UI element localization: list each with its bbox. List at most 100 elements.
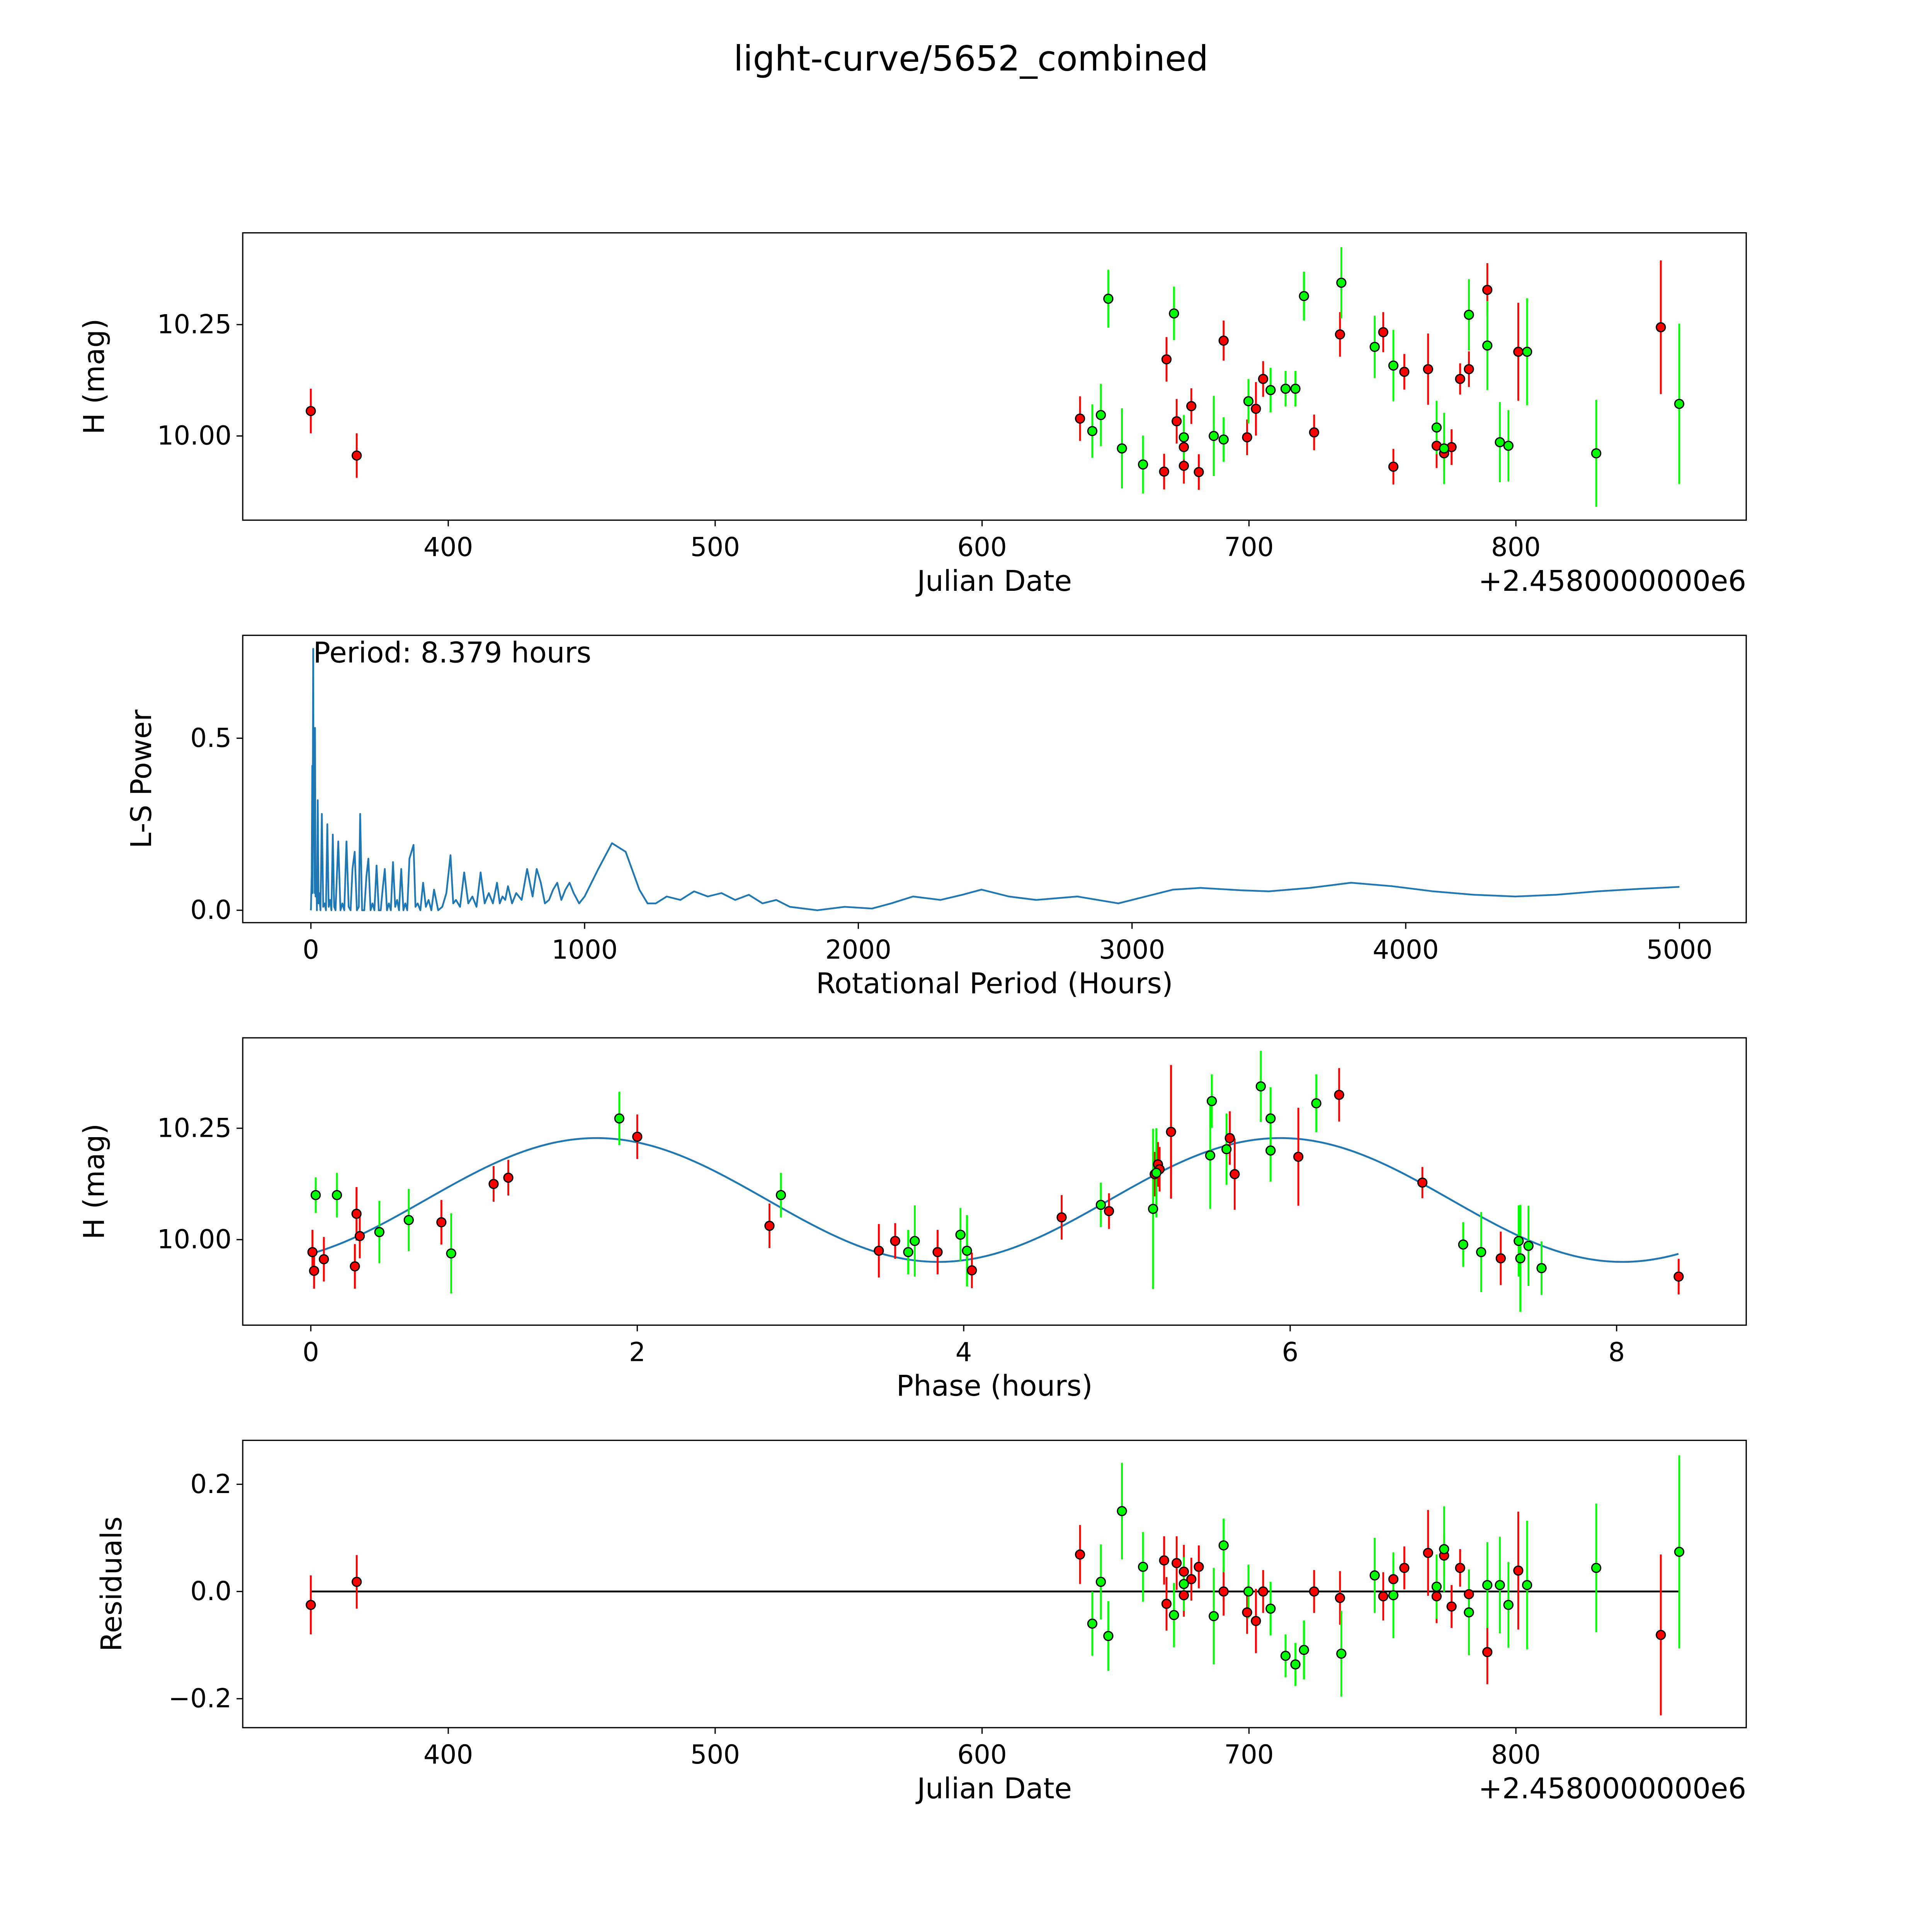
red-data-point — [1230, 1169, 1240, 1179]
green-data-point — [1464, 1607, 1474, 1618]
x-tick-label: 700 — [1224, 532, 1274, 562]
red-data-point — [488, 1179, 499, 1189]
red-data-point — [1186, 401, 1197, 412]
red-data-point — [1225, 1133, 1235, 1143]
red-data-point — [306, 406, 316, 416]
green-data-point — [1299, 291, 1309, 301]
red-data-point — [1242, 1607, 1252, 1618]
green-data-point — [1218, 1540, 1229, 1551]
green-data-point — [1179, 1579, 1189, 1589]
red-data-point — [1417, 1177, 1428, 1188]
green-data-point — [1503, 1600, 1514, 1610]
red-data-point — [1186, 1574, 1197, 1585]
red-data-point — [632, 1131, 643, 1142]
green-data-point — [1117, 1506, 1127, 1516]
green-data-point — [1169, 1610, 1179, 1620]
green-data-point — [962, 1245, 972, 1256]
y-tick-label: 0.5 — [190, 723, 231, 753]
green-data-point — [910, 1236, 920, 1246]
plot-area — [307, 1051, 1684, 1312]
green-data-point — [1482, 340, 1493, 351]
green-data-point — [1476, 1247, 1486, 1257]
red-data-point — [1218, 1586, 1229, 1597]
green-data-point — [1458, 1239, 1468, 1250]
green-data-point — [1265, 385, 1276, 395]
y-axis-label: Residuals — [95, 1517, 128, 1652]
green-data-point — [1103, 294, 1114, 304]
green-data-point — [1591, 1563, 1602, 1573]
red-data-point — [436, 1217, 447, 1228]
red-data-point — [1161, 354, 1172, 365]
red-data-point — [1335, 329, 1345, 340]
green-data-point — [1265, 1604, 1276, 1614]
red-data-point — [1218, 335, 1229, 346]
red-data-point — [1513, 347, 1524, 357]
green-data-point — [903, 1247, 913, 1257]
x-offset-text: +2.4580000000e6 — [1478, 1772, 1746, 1805]
red-data-point — [1482, 284, 1493, 295]
green-data-point — [1439, 443, 1449, 454]
model-curve — [310, 1137, 1679, 1263]
x-tick-label: 6 — [1282, 1337, 1299, 1367]
red-data-point — [319, 1254, 329, 1265]
x-tick-label: 800 — [1491, 1740, 1541, 1770]
red-data-point — [1482, 1647, 1493, 1657]
x-tick-label: 600 — [957, 532, 1007, 562]
x-axis-label: Rotational Period (Hours) — [816, 968, 1173, 1000]
green-data-point — [1431, 422, 1442, 433]
green-data-point — [1591, 448, 1602, 459]
red-data-point — [354, 1231, 365, 1242]
green-data-point — [1290, 1659, 1301, 1670]
green-data-point — [1522, 1580, 1532, 1590]
green-data-point — [1221, 1144, 1232, 1155]
y-tick-label: 10.25 — [157, 1113, 232, 1143]
red-data-point — [1075, 413, 1085, 424]
green-data-point — [403, 1215, 414, 1225]
red-data-point — [1399, 1563, 1410, 1573]
green-data-point — [1138, 1561, 1148, 1572]
red-data-point — [1104, 1206, 1114, 1216]
green-data-point — [1243, 1586, 1254, 1597]
x-tick-label: 400 — [423, 1740, 473, 1770]
red-data-point — [351, 1209, 362, 1219]
green-data-point — [1148, 1204, 1158, 1214]
plot-area — [306, 247, 1684, 507]
green-data-point — [1515, 1253, 1526, 1264]
green-data-point — [1095, 410, 1106, 420]
red-data-point — [1378, 327, 1388, 337]
green-data-point — [1388, 360, 1399, 371]
red-data-point — [1056, 1212, 1067, 1223]
red-data-point — [1179, 1590, 1189, 1600]
red-data-point — [874, 1245, 884, 1256]
red-data-point — [1172, 416, 1182, 427]
red-data-point — [309, 1265, 319, 1276]
red-data-point — [1656, 1630, 1666, 1640]
green-data-point — [1369, 1570, 1380, 1581]
red-data-point — [1258, 374, 1269, 384]
red-data-point — [1179, 442, 1189, 452]
red-data-point — [1159, 466, 1169, 477]
red-data-point — [1673, 1271, 1684, 1282]
red-data-point — [1335, 1593, 1345, 1603]
green-data-point — [1336, 277, 1347, 288]
red-data-point — [307, 1247, 318, 1257]
y-tick-label: 10.00 — [157, 421, 232, 451]
x-tick-label: 2 — [629, 1337, 646, 1367]
red-data-point — [1161, 1599, 1172, 1609]
red-data-point — [1309, 427, 1320, 438]
x-tick-label: 1000 — [551, 935, 617, 965]
figure-title: light-curve/5652_combined — [733, 39, 1208, 79]
red-data-point — [1166, 1127, 1176, 1137]
x-tick-label: 4000 — [1372, 935, 1439, 965]
green-data-point — [374, 1227, 384, 1237]
green-data-point — [1495, 1580, 1505, 1590]
y-axis-label: H (mag) — [78, 1124, 111, 1240]
green-data-point — [1464, 310, 1474, 320]
red-data-point — [1388, 461, 1399, 472]
green-data-point — [1495, 437, 1505, 447]
red-data-point — [1656, 322, 1666, 333]
green-data-point — [1503, 440, 1514, 451]
y-tick-label: 0.0 — [190, 895, 231, 925]
green-data-point — [1482, 1580, 1493, 1590]
red-data-point — [352, 1577, 362, 1587]
